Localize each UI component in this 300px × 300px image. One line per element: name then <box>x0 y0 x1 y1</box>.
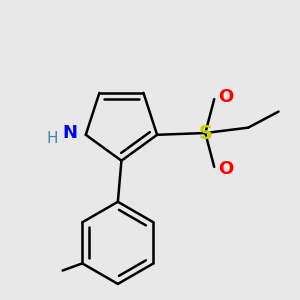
Text: O: O <box>218 160 234 178</box>
Text: H: H <box>46 131 58 146</box>
Text: S: S <box>198 124 212 142</box>
Text: O: O <box>218 88 234 106</box>
Text: N: N <box>62 124 77 142</box>
